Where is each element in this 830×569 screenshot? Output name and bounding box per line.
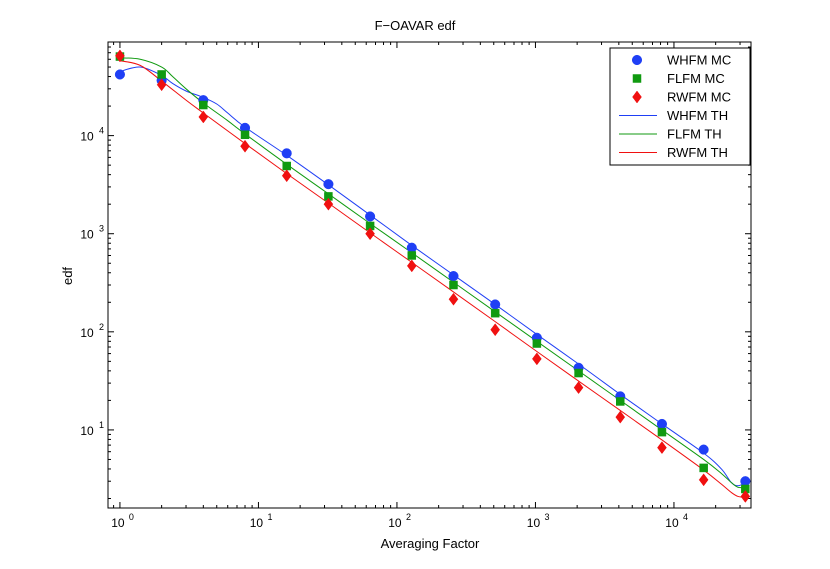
- data-point-flfm-mc: [407, 251, 417, 260]
- data-point-flfm-mc: [657, 427, 667, 437]
- data-point-rwfm-mc: [448, 292, 459, 306]
- data-point-rwfm-mc: [657, 441, 667, 455]
- x-tick-label: 10: [527, 516, 541, 530]
- data-point-whfm-mc: [114, 69, 125, 80]
- data-point-whfm-mc: [323, 179, 334, 190]
- x-tick-label: 10: [388, 516, 402, 530]
- data-point-whfm-mc: [656, 418, 668, 430]
- data-point-whfm-mc: [281, 148, 292, 159]
- x-tick-exponent: 4: [683, 512, 688, 522]
- data-point-rwfm-mc: [532, 352, 542, 366]
- series-line-whfm-th: [119, 66, 746, 487]
- data-point-rwfm-mc: [240, 139, 250, 153]
- x-tick-exponent: 1: [267, 512, 272, 522]
- x-axis-label: Averaging Factor: [381, 536, 480, 551]
- y-tick-label: 10: [80, 130, 94, 144]
- data-point-rwfm-mc: [573, 381, 584, 395]
- legend-label-rwfm-mc: RWFM MC: [667, 90, 731, 105]
- data-point-whfm-mc: [740, 476, 751, 487]
- x-tick-label: 10: [250, 516, 264, 530]
- y-tick-exponent: 3: [99, 224, 104, 234]
- data-point-flfm-mc: [616, 397, 625, 406]
- data-point-whfm-mc: [698, 444, 709, 455]
- legend-label-flfm-mc: FLFM MC: [667, 71, 725, 86]
- x-tick-label: 10: [665, 516, 679, 530]
- x-tick-exponent: 0: [129, 512, 134, 522]
- legend-label-rwfm-th: RWFM TH: [667, 145, 728, 160]
- data-point-rwfm-mc: [156, 78, 167, 92]
- data-layer: [114, 49, 751, 503]
- legend-marker-whfm-mc: [631, 54, 643, 66]
- data-point-whfm-mc: [365, 211, 376, 222]
- chart-title: F−OAVAR edf: [375, 18, 456, 33]
- data-point-flfm-mc: [240, 130, 250, 140]
- data-point-flfm-mc: [199, 100, 208, 110]
- legend: WHFM MC FLFM MC RWFM MC WHFM TH FLFM TH RWFM …: [609, 47, 751, 166]
- legend-marker-rwfm-mc: [632, 90, 642, 104]
- data-point-flfm-mc: [532, 339, 542, 348]
- y-axis-label: edf: [60, 267, 75, 285]
- data-point-flfm-mc: [574, 368, 583, 378]
- data-point-flfm-mc: [699, 463, 708, 473]
- y-tick-exponent: 1: [99, 420, 104, 430]
- data-point-whfm-mc: [448, 271, 459, 282]
- x-tick-label: 10: [111, 516, 125, 530]
- data-point-rwfm-mc: [115, 49, 125, 63]
- legend-label-whfm-mc: WHFM MC: [667, 53, 731, 68]
- data-point-rwfm-mc: [698, 473, 709, 487]
- data-point-flfm-mc: [449, 280, 458, 290]
- data-point-rwfm-mc: [406, 259, 417, 273]
- data-point-rwfm-mc: [281, 169, 292, 183]
- data-point-rwfm-mc: [615, 410, 626, 424]
- x-tick-exponent: 3: [544, 512, 549, 522]
- data-point-whfm-mc: [490, 299, 501, 310]
- y-tick-exponent: 4: [99, 126, 104, 136]
- y-tick-label: 10: [80, 228, 94, 242]
- data-point-whfm-mc: [406, 242, 417, 253]
- series-line-rwfm-th: [119, 60, 746, 498]
- legend-label-flfm-th: FLFM TH: [667, 127, 722, 142]
- data-point-flfm-mc: [490, 308, 500, 318]
- data-point-rwfm-mc: [198, 110, 209, 124]
- y-tick-label: 10: [80, 326, 94, 340]
- data-point-flfm-mc: [157, 70, 166, 79]
- data-point-rwfm-mc: [740, 489, 751, 503]
- legend-box: [609, 47, 751, 166]
- y-tick-label: 10: [80, 424, 94, 438]
- data-point-flfm-mc: [282, 161, 291, 171]
- data-point-rwfm-mc: [490, 323, 500, 337]
- x-tick-exponent: 2: [406, 512, 411, 522]
- y-tick-exponent: 2: [99, 322, 104, 332]
- legend-marker-flfm-mc: [632, 74, 642, 83]
- data-point-rwfm-mc: [365, 227, 375, 241]
- data-point-rwfm-mc: [323, 197, 334, 211]
- legend-label-whfm-th: WHFM TH: [667, 108, 728, 123]
